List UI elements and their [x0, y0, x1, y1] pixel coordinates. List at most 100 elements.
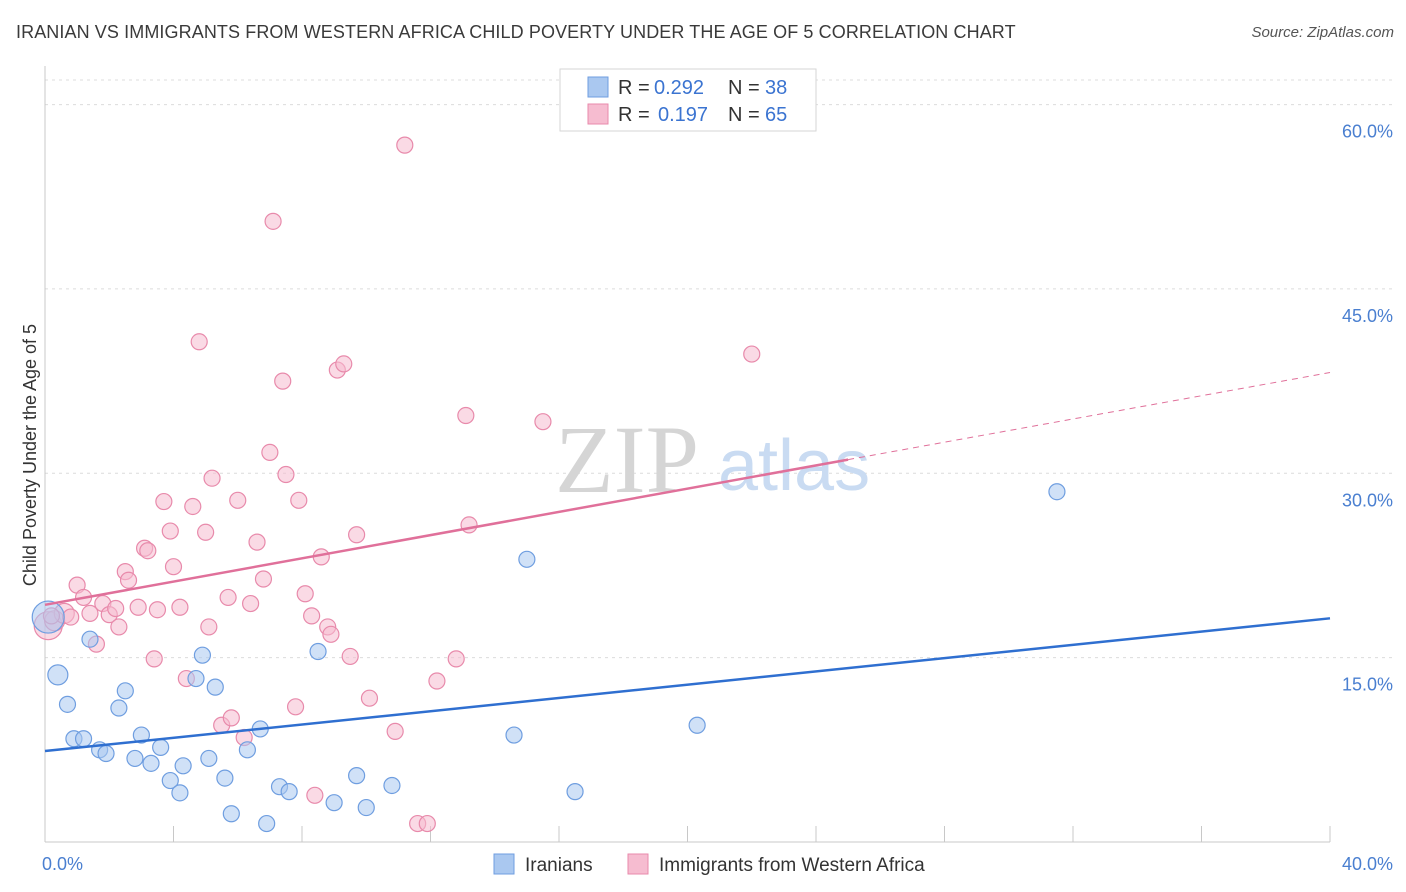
- iranians-point: [74, 730, 93, 748]
- watermark-zip: ZIP: [555, 406, 699, 513]
- western-africa-point: [155, 492, 173, 511]
- iranians-point: [142, 754, 160, 772]
- western-africa-point: [418, 814, 436, 833]
- iranians-point: [58, 695, 77, 713]
- gridlines: [45, 79, 1392, 659]
- bottom-legend-swatch-western-africa: [627, 853, 649, 875]
- western-africa-point: [248, 533, 266, 551]
- western-africa-point: [164, 558, 183, 576]
- iranians-point: [47, 664, 69, 686]
- western-africa-point: [81, 604, 99, 623]
- iranians-point: [383, 776, 401, 795]
- western-africa-point: [197, 523, 215, 541]
- watermark: ZIP atlas: [555, 406, 870, 513]
- western-africa-point: [290, 491, 308, 509]
- western-africa-point: [322, 625, 340, 643]
- western-africa-point: [303, 607, 321, 625]
- western-africa-point: [254, 570, 273, 588]
- iranians-point: [357, 798, 375, 817]
- western-africa-point: [161, 522, 179, 540]
- x-tick-label: 40.0%: [1342, 854, 1393, 874]
- iranians-point: [222, 805, 240, 823]
- bottom-legend-label-iranians: Iranians: [525, 855, 593, 876]
- trend-line-western-africa-extension: [848, 372, 1331, 461]
- western-africa-point: [184, 497, 202, 516]
- legend-n-label-1: N =: [728, 77, 760, 99]
- iranians-point: [258, 814, 276, 833]
- y-tick-label: 45.0%: [1342, 306, 1393, 326]
- western-africa-point: [242, 594, 260, 613]
- legend-n-label-2: N =: [728, 104, 760, 126]
- western-africa-point: [534, 413, 552, 431]
- y-axis-title: Child Poverty Under the Age of 5: [20, 324, 40, 586]
- western-africa-point: [306, 786, 324, 804]
- trend-line-western-africa: [44, 458, 849, 607]
- western-africa-point: [200, 618, 218, 636]
- axes: [44, 66, 1331, 843]
- western-africa-point: [171, 598, 189, 616]
- iranians-point: [31, 600, 65, 634]
- y-tick-labels: 15.0% 30.0% 45.0% 60.0%: [1342, 122, 1393, 695]
- western-africa-point: [119, 571, 138, 589]
- western-africa-point: [428, 672, 446, 690]
- y-tick-label: 60.0%: [1342, 122, 1393, 142]
- y-tick-label: 30.0%: [1342, 490, 1393, 510]
- western-africa-point: [139, 542, 157, 560]
- iranians-point: [116, 682, 134, 700]
- iranians-point: [518, 550, 536, 568]
- iranians-point: [216, 769, 234, 787]
- iranians-point: [206, 678, 224, 696]
- iranians-point: [97, 744, 115, 763]
- western-africa-point: [457, 406, 475, 425]
- iranians-point: [193, 646, 212, 664]
- western-africa-point: [460, 516, 478, 534]
- western-africa-point: [743, 345, 761, 363]
- western-africa-point: [348, 526, 366, 544]
- iranians-point: [161, 771, 179, 790]
- series-immigrants-western-africa: [33, 136, 761, 833]
- legend-swatch-western-africa: [587, 103, 609, 125]
- western-africa-point: [222, 709, 240, 727]
- western-africa-point: [335, 355, 353, 373]
- western-africa-point: [261, 443, 279, 461]
- bottom-legend-label-western-africa: Immigrants from Western Africa: [659, 855, 925, 876]
- bottom-legend: Iranians Immigrants from Western Africa: [493, 853, 925, 876]
- western-africa-point: [360, 689, 379, 707]
- bottom-legend-swatch-iranians: [493, 853, 515, 875]
- western-africa-point: [107, 599, 125, 618]
- western-africa-point: [219, 588, 237, 607]
- x-tick-labels: 0.0% 40.0%: [42, 854, 1393, 874]
- legend-n-value-2: 65: [765, 104, 787, 126]
- western-africa-point: [229, 491, 247, 509]
- western-africa-point: [386, 722, 404, 740]
- western-africa-point: [274, 372, 292, 390]
- western-africa-point: [277, 465, 295, 484]
- legend-r-label-1: R =: [618, 77, 650, 99]
- western-africa-point: [447, 650, 465, 668]
- western-africa-point: [110, 618, 128, 636]
- iranians-point: [81, 630, 99, 648]
- iranians-point: [110, 699, 128, 717]
- western-africa-point: [396, 136, 414, 154]
- western-africa-point: [341, 647, 359, 666]
- iranians-point: [238, 741, 256, 759]
- legend-r-label-2: R =: [618, 104, 650, 126]
- iranians-point: [566, 783, 584, 801]
- legend-n-value-1: 38: [765, 77, 787, 99]
- legend-r-value-2: 0.197: [658, 104, 708, 126]
- western-africa-point: [264, 212, 282, 230]
- western-africa-point: [296, 585, 314, 603]
- trend-line-iranians: [44, 617, 1331, 753]
- western-africa-point: [286, 698, 305, 716]
- iranians-point: [132, 726, 150, 744]
- western-africa-point: [145, 650, 163, 668]
- iranians-point: [688, 716, 706, 734]
- western-africa-point: [62, 608, 80, 626]
- iranians-point: [505, 726, 523, 744]
- chart-title: IRANIAN VS IMMIGRANTS FROM WESTERN AFRIC…: [16, 22, 1016, 42]
- legend-box: R = 0.292 N = 38 R = 0.197 N = 65: [559, 68, 817, 132]
- iranians-point: [200, 749, 218, 768]
- iranians-point: [171, 784, 189, 802]
- western-africa-point: [129, 598, 147, 616]
- x-tick-label: 0.0%: [42, 854, 83, 874]
